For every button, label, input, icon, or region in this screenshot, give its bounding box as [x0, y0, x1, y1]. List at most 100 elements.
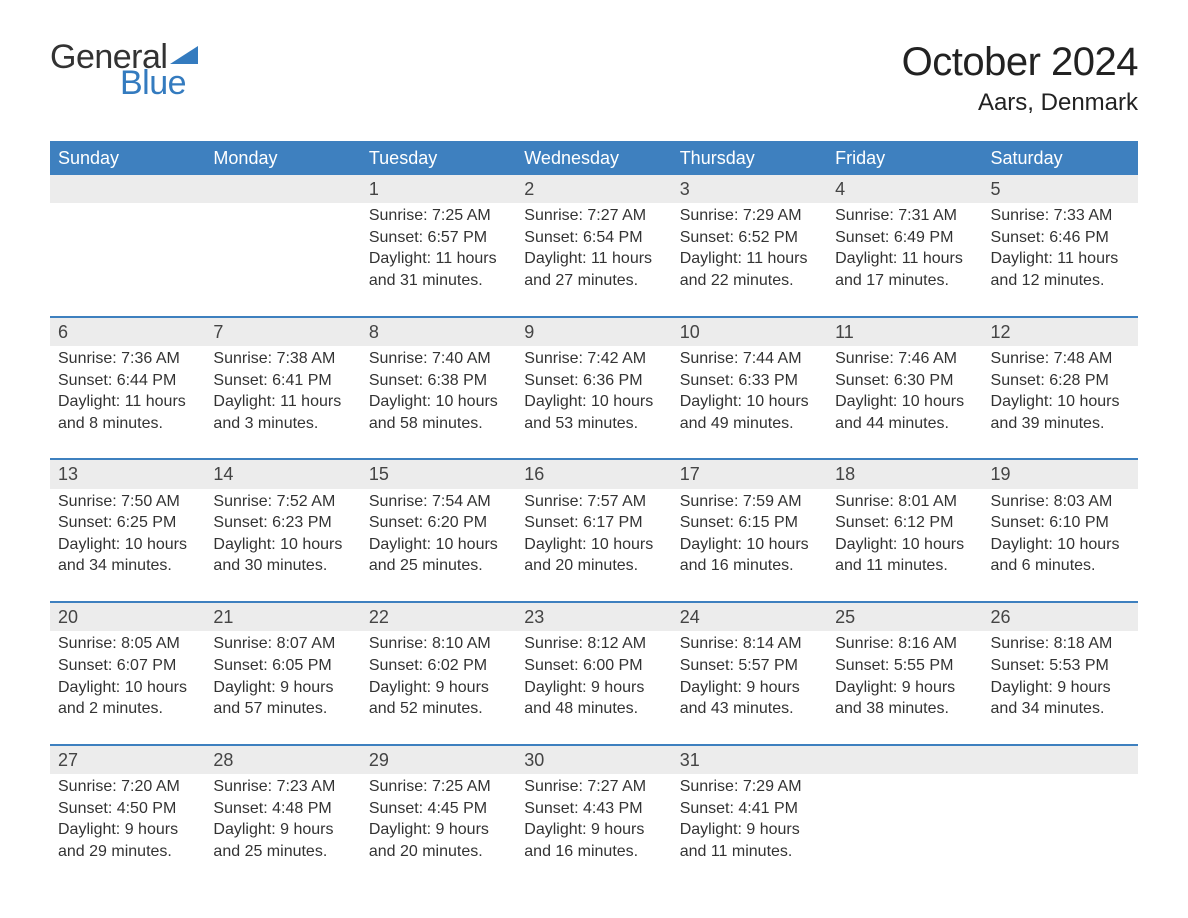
sunrise-line: Sunrise: 7:48 AM	[991, 348, 1130, 370]
sunset-line: Sunset: 4:48 PM	[213, 798, 352, 820]
day-number: 5	[983, 175, 1138, 203]
sunrise-line: Sunrise: 8:07 AM	[213, 633, 352, 655]
daylight-line: Daylight: 9 hours and 34 minutes.	[991, 677, 1130, 720]
day-of-week-header: Wednesday	[516, 148, 671, 169]
day-number: 6	[50, 318, 205, 346]
calendar-day-cell: 26Sunrise: 8:18 AMSunset: 5:53 PMDayligh…	[983, 603, 1138, 744]
daylight-line: Daylight: 10 hours and 2 minutes.	[58, 677, 197, 720]
sunset-line: Sunset: 4:43 PM	[524, 798, 663, 820]
sunrise-line: Sunrise: 7:25 AM	[369, 776, 508, 798]
calendar-day-cell: 11Sunrise: 7:46 AMSunset: 6:30 PMDayligh…	[827, 318, 982, 459]
sunrise-line: Sunrise: 8:14 AM	[680, 633, 819, 655]
calendar-day-cell: 2Sunrise: 7:27 AMSunset: 6:54 PMDaylight…	[516, 175, 671, 316]
sunrise-line: Sunrise: 7:38 AM	[213, 348, 352, 370]
daylight-line: Daylight: 11 hours and 12 minutes.	[991, 248, 1130, 291]
sunset-line: Sunset: 5:57 PM	[680, 655, 819, 677]
sunset-line: Sunset: 6:17 PM	[524, 512, 663, 534]
sunset-line: Sunset: 6:36 PM	[524, 370, 663, 392]
sunset-line: Sunset: 6:30 PM	[835, 370, 974, 392]
daylight-line: Daylight: 11 hours and 22 minutes.	[680, 248, 819, 291]
sunset-line: Sunset: 6:10 PM	[991, 512, 1130, 534]
day-number: 30	[516, 746, 671, 774]
day-number: 18	[827, 460, 982, 488]
daylight-line: Daylight: 11 hours and 3 minutes.	[213, 391, 352, 434]
sunset-line: Sunset: 6:44 PM	[58, 370, 197, 392]
sunrise-line: Sunrise: 7:23 AM	[213, 776, 352, 798]
daylight-line: Daylight: 11 hours and 8 minutes.	[58, 391, 197, 434]
calendar-day-cell: 17Sunrise: 7:59 AMSunset: 6:15 PMDayligh…	[672, 460, 827, 601]
sunrise-line: Sunrise: 8:01 AM	[835, 491, 974, 513]
daylight-line: Daylight: 10 hours and 44 minutes.	[835, 391, 974, 434]
sunrise-line: Sunrise: 7:46 AM	[835, 348, 974, 370]
daylight-line: Daylight: 10 hours and 58 minutes.	[369, 391, 508, 434]
sunrise-line: Sunrise: 8:03 AM	[991, 491, 1130, 513]
sunset-line: Sunset: 6:25 PM	[58, 512, 197, 534]
day-number: 29	[361, 746, 516, 774]
day-of-week-header: Sunday	[50, 148, 205, 169]
sunset-line: Sunset: 6:05 PM	[213, 655, 352, 677]
daylight-line: Daylight: 10 hours and 6 minutes.	[991, 534, 1130, 577]
day-number: 8	[361, 318, 516, 346]
sunset-line: Sunset: 6:57 PM	[369, 227, 508, 249]
sunset-line: Sunset: 6:07 PM	[58, 655, 197, 677]
weeks-container: 1Sunrise: 7:25 AMSunset: 6:57 PMDaylight…	[50, 175, 1138, 886]
daylight-line: Daylight: 10 hours and 30 minutes.	[213, 534, 352, 577]
calendar-day-cell: 13Sunrise: 7:50 AMSunset: 6:25 PMDayligh…	[50, 460, 205, 601]
calendar-day-cell: 24Sunrise: 8:14 AMSunset: 5:57 PMDayligh…	[672, 603, 827, 744]
calendar-day-cell: 25Sunrise: 8:16 AMSunset: 5:55 PMDayligh…	[827, 603, 982, 744]
day-number: 17	[672, 460, 827, 488]
sunset-line: Sunset: 6:23 PM	[213, 512, 352, 534]
calendar-week-row: 13Sunrise: 7:50 AMSunset: 6:25 PMDayligh…	[50, 458, 1138, 601]
calendar-day-cell-empty	[205, 175, 360, 316]
calendar-day-cell: 12Sunrise: 7:48 AMSunset: 6:28 PMDayligh…	[983, 318, 1138, 459]
calendar-day-cell-empty	[827, 746, 982, 887]
sunrise-line: Sunrise: 7:33 AM	[991, 205, 1130, 227]
daylight-line: Daylight: 10 hours and 34 minutes.	[58, 534, 197, 577]
daylight-line: Daylight: 11 hours and 17 minutes.	[835, 248, 974, 291]
daylight-line: Daylight: 11 hours and 31 minutes.	[369, 248, 508, 291]
daylight-line: Daylight: 9 hours and 38 minutes.	[835, 677, 974, 720]
calendar-day-cell: 30Sunrise: 7:27 AMSunset: 4:43 PMDayligh…	[516, 746, 671, 887]
sunset-line: Sunset: 5:55 PM	[835, 655, 974, 677]
sunrise-line: Sunrise: 8:10 AM	[369, 633, 508, 655]
month-year-title: October 2024	[902, 40, 1138, 85]
calendar-day-cell-empty	[983, 746, 1138, 887]
calendar-day-cell: 16Sunrise: 7:57 AMSunset: 6:17 PMDayligh…	[516, 460, 671, 601]
sunset-line: Sunset: 6:52 PM	[680, 227, 819, 249]
day-of-week-header-row: SundayMondayTuesdayWednesdayThursdayFrid…	[50, 141, 1138, 175]
day-number: 1	[361, 175, 516, 203]
calendar-day-cell-empty	[50, 175, 205, 316]
daylight-line: Daylight: 10 hours and 49 minutes.	[680, 391, 819, 434]
sunrise-line: Sunrise: 7:29 AM	[680, 205, 819, 227]
sunrise-line: Sunrise: 8:05 AM	[58, 633, 197, 655]
daylight-line: Daylight: 9 hours and 29 minutes.	[58, 819, 197, 862]
day-number: 11	[827, 318, 982, 346]
sunset-line: Sunset: 6:46 PM	[991, 227, 1130, 249]
day-number: 9	[516, 318, 671, 346]
sunset-line: Sunset: 6:38 PM	[369, 370, 508, 392]
daylight-line: Daylight: 10 hours and 39 minutes.	[991, 391, 1130, 434]
sunset-line: Sunset: 6:00 PM	[524, 655, 663, 677]
sunrise-line: Sunrise: 7:31 AM	[835, 205, 974, 227]
day-number: 22	[361, 603, 516, 631]
calendar-day-cell: 7Sunrise: 7:38 AMSunset: 6:41 PMDaylight…	[205, 318, 360, 459]
sunset-line: Sunset: 6:12 PM	[835, 512, 974, 534]
day-number: 10	[672, 318, 827, 346]
sunset-line: Sunset: 6:41 PM	[213, 370, 352, 392]
sunset-line: Sunset: 6:02 PM	[369, 655, 508, 677]
daylight-line: Daylight: 9 hours and 11 minutes.	[680, 819, 819, 862]
calendar-week-row: 6Sunrise: 7:36 AMSunset: 6:44 PMDaylight…	[50, 316, 1138, 459]
day-number: 2	[516, 175, 671, 203]
calendar-day-cell: 1Sunrise: 7:25 AMSunset: 6:57 PMDaylight…	[361, 175, 516, 316]
sunset-line: Sunset: 5:53 PM	[991, 655, 1130, 677]
brand-word-blue: Blue	[120, 66, 198, 100]
sunrise-line: Sunrise: 7:25 AM	[369, 205, 508, 227]
calendar-day-cell: 28Sunrise: 7:23 AMSunset: 4:48 PMDayligh…	[205, 746, 360, 887]
day-number: 20	[50, 603, 205, 631]
sunset-line: Sunset: 4:41 PM	[680, 798, 819, 820]
calendar-day-cell: 27Sunrise: 7:20 AMSunset: 4:50 PMDayligh…	[50, 746, 205, 887]
sunrise-line: Sunrise: 7:36 AM	[58, 348, 197, 370]
calendar-day-cell: 29Sunrise: 7:25 AMSunset: 4:45 PMDayligh…	[361, 746, 516, 887]
sunset-line: Sunset: 6:28 PM	[991, 370, 1130, 392]
day-number: 12	[983, 318, 1138, 346]
